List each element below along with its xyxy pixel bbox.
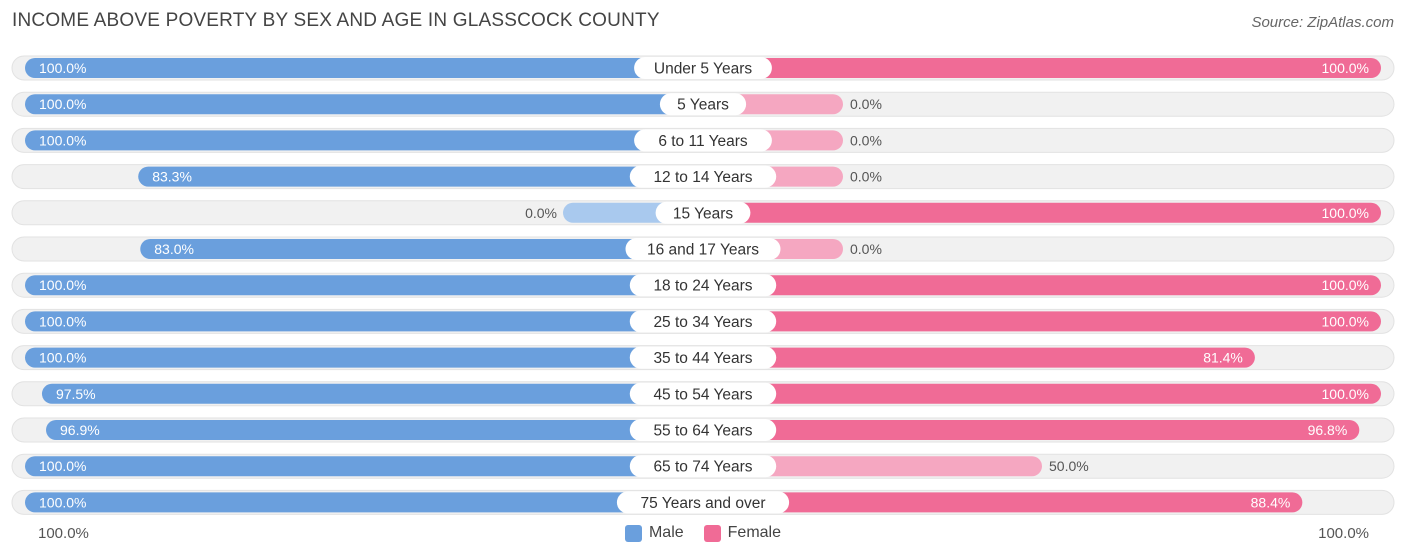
male-bar [25,58,703,78]
male-value-label: 100.0% [39,313,86,329]
category-label: 18 to 24 Years [653,278,752,295]
category-label: 5 Years [677,97,729,114]
male-value-label: 83.3% [152,169,192,185]
male-value-label: 100.0% [39,96,86,112]
female-value-label: 0.0% [850,96,882,112]
female-value-label: 100.0% [1322,205,1369,221]
female-bar [703,492,1303,513]
category-pill [634,129,772,152]
category-label: 35 to 44 Years [653,350,752,367]
category-label: 12 to 14 Years [653,169,752,186]
male-bar [25,130,703,151]
male-value-label: 100.0% [39,494,86,510]
male-bar [25,347,703,368]
female-value-label: 50.0% [1049,458,1089,474]
female-bar [703,275,1381,296]
female-value-label: 96.8% [1308,422,1348,438]
source-label: Source: ZipAtlas.com [1251,14,1394,31]
male-value-label: 83.0% [154,241,194,257]
male-value-label: 96.9% [60,422,100,438]
category-label: 75 Years and over [641,495,766,512]
category-label: 25 to 34 Years [653,314,752,331]
male-bar [25,275,703,296]
legend-swatch-male [624,524,642,542]
category-pill [629,346,777,369]
legend-item-female: Female [703,524,782,542]
category-pill [629,310,777,333]
category-pill [634,57,772,79]
female-value-label: 0.0% [850,132,882,148]
category-label: 65 to 74 Years [653,459,752,476]
male-bar [25,311,703,332]
category-label: 16 and 17 Years [647,242,759,259]
category-label: 45 to 54 Years [653,386,752,403]
category-pill [629,274,777,297]
category-pill [625,238,781,260]
male-bar [138,166,703,187]
male-value-label: 100.0% [39,132,86,148]
category-pill [659,93,747,116]
male-value-label: 97.5% [56,386,96,402]
legend-label-female: Female [727,524,782,541]
category-pill [629,165,777,188]
chart-title: INCOME ABOVE POVERTY BY SEX AND AGE IN G… [12,10,660,31]
male-bar [46,420,703,440]
female-value-label: 0.0% [850,169,882,185]
male-value-label: 0.0% [525,205,557,221]
female-value-label: 100.0% [1322,386,1369,402]
axis-label-right: 100.0% [1318,525,1369,542]
male-bar [25,94,703,115]
female-value-label: 100.0% [1322,313,1369,329]
category-pill [629,419,777,441]
female-value-label: 100.0% [1322,277,1369,293]
category-label: Under 5 Years [654,61,752,78]
female-value-label: 88.4% [1251,494,1291,510]
female-bar [703,311,1381,332]
male-bar [140,239,703,259]
female-bar [703,420,1360,440]
female-bar [703,202,1381,223]
male-bar [25,456,703,477]
male-bar [41,383,703,404]
female-bar [703,58,1381,78]
legend: Male Female [0,524,1406,542]
category-label: 15 Years [673,205,734,222]
category-pill [629,455,777,478]
male-value-label: 100.0% [39,60,86,76]
legend-swatch-female [703,524,721,542]
female-bar [703,456,1042,477]
diverging-bar-chart: 100.0% 100.0% Under 5 Years 100.0% 0.0% 5 Yea… [11,55,1395,515]
category-label: 55 to 64 Years [653,423,752,440]
female-value-label: 81.4% [1203,350,1243,366]
female-value-label: 0.0% [850,241,882,257]
male-value-label: 100.0% [39,350,86,366]
male-value-label: 100.0% [39,277,86,293]
female-bar [703,383,1381,404]
female-value-label: 100.0% [1322,60,1369,76]
category-pill [616,491,790,514]
legend-item-male: Male [624,524,684,542]
category-label: 6 to 11 Years [658,133,748,150]
female-bar [703,347,1255,368]
category-pill [655,201,751,224]
axis-label-left: 100.0% [38,525,89,542]
category-pill [629,382,777,405]
male-value-label: 100.0% [39,458,86,474]
legend-label-male: Male [648,524,684,541]
male-bar [25,492,703,513]
